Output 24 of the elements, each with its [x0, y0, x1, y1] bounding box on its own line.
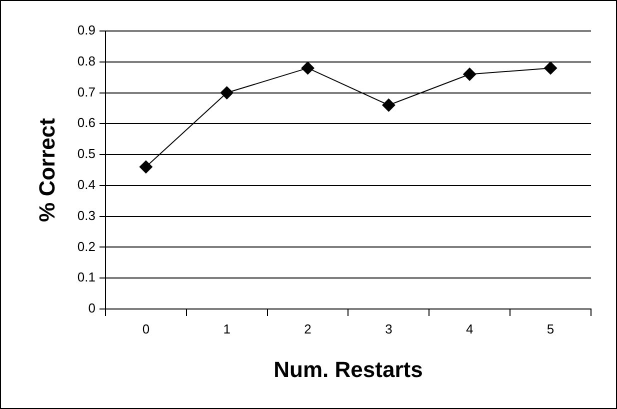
- y-tick-label: 0.7: [77, 84, 96, 100]
- point: [220, 86, 234, 100]
- x-axis-title: Num. Restarts: [274, 356, 423, 382]
- point: [463, 68, 476, 81]
- y-tick-label: 0.1: [77, 270, 96, 285]
- y-tick-label: 0: [88, 300, 96, 316]
- x-tick-label: 5: [546, 321, 554, 336]
- y-tick-label: 0.8: [77, 53, 96, 68]
- x-tick-label: 1: [223, 321, 230, 336]
- point: [301, 62, 314, 75]
- y-tick-label: 0.6: [77, 115, 96, 130]
- y-axis-title: % Correct: [34, 117, 60, 222]
- x-tick-label: 3: [385, 321, 392, 336]
- y-tick-label: 0.3: [77, 208, 96, 223]
- y-tick-label: 0.2: [77, 238, 96, 254]
- x-tick-label: 4: [466, 321, 474, 336]
- point: [544, 62, 558, 75]
- y-tick-label: 0.4: [77, 177, 96, 192]
- y-tick-label: 0.5: [77, 146, 96, 162]
- point: [382, 98, 396, 112]
- point: [139, 160, 152, 174]
- x-tick-label: 2: [304, 321, 312, 336]
- x-tick-label: 0: [142, 321, 150, 336]
- y-tick-label: 0.9: [77, 22, 96, 38]
